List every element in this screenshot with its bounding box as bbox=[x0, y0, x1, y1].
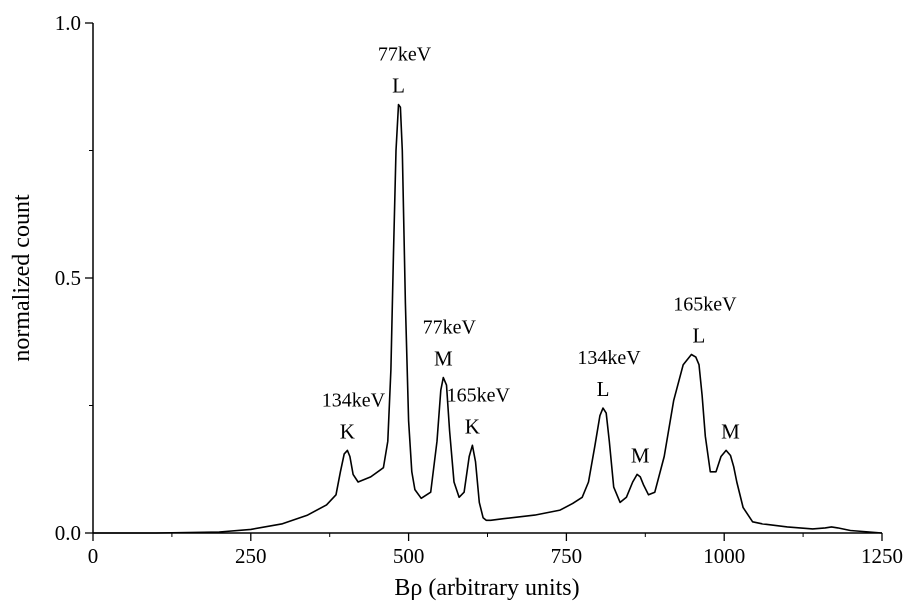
y-tick-label: 0.0 bbox=[55, 521, 81, 545]
peak-shell-label: M bbox=[434, 346, 453, 370]
x-tick-label: 1250 bbox=[861, 544, 903, 568]
x-tick-label: 0 bbox=[88, 544, 99, 568]
peak-shell-label: L bbox=[392, 74, 405, 98]
peak-shell-label: L bbox=[693, 324, 706, 348]
peak-energy-label: 134keV bbox=[322, 389, 386, 411]
x-axis-title: Bρ (arbitrary units) bbox=[394, 575, 579, 601]
peak-shell-label: L bbox=[597, 377, 610, 401]
peak-annotation: L 77keV bbox=[378, 44, 432, 98]
peak-energy-label: 77keV bbox=[423, 316, 477, 338]
peak-annotations: L 77keV M 77keV K 134keV K 165keV L 134keV M L 165ke… bbox=[322, 44, 740, 468]
peak-annotation: M 77keV bbox=[423, 316, 477, 370]
peak-annotation: K 165keV bbox=[447, 384, 511, 438]
x-tick-label: 750 bbox=[551, 544, 583, 568]
x-axis-ticks: 0 250 500 750 1000 1250 bbox=[88, 533, 903, 568]
series-layer bbox=[93, 103, 883, 534]
peak-annotation: K 134keV bbox=[322, 389, 386, 443]
plot-frame bbox=[92, 23, 882, 534]
x-tick-label: 500 bbox=[393, 544, 425, 568]
peak-shell-label: M bbox=[631, 443, 650, 467]
peak-shell-label: M bbox=[721, 419, 740, 443]
peak-energy-label: 165keV bbox=[447, 384, 511, 406]
peak-shell-label: K bbox=[340, 419, 355, 443]
y-tick-label: 0.5 bbox=[55, 266, 81, 290]
peak-annotation: L 134keV bbox=[577, 347, 641, 401]
peak-shell-label: K bbox=[465, 414, 480, 438]
y-axis-title: normalized count bbox=[9, 194, 35, 362]
peak-energy-label: 165keV bbox=[673, 294, 737, 316]
x-tick-label: 1000 bbox=[703, 544, 745, 568]
y-axis-ticks: 0.0 0.5 1.0 bbox=[55, 11, 93, 545]
peak-annotation: L 165keV bbox=[673, 294, 737, 348]
peak-energy-label: 77keV bbox=[378, 44, 432, 66]
peak-annotation: M bbox=[631, 443, 650, 467]
peak-annotation: M bbox=[721, 419, 740, 443]
spectrum-line bbox=[93, 103, 883, 534]
y-tick-label: 1.0 bbox=[55, 11, 81, 35]
peak-energy-label: 134keV bbox=[577, 347, 641, 369]
x-tick-label: 250 bbox=[235, 544, 267, 568]
